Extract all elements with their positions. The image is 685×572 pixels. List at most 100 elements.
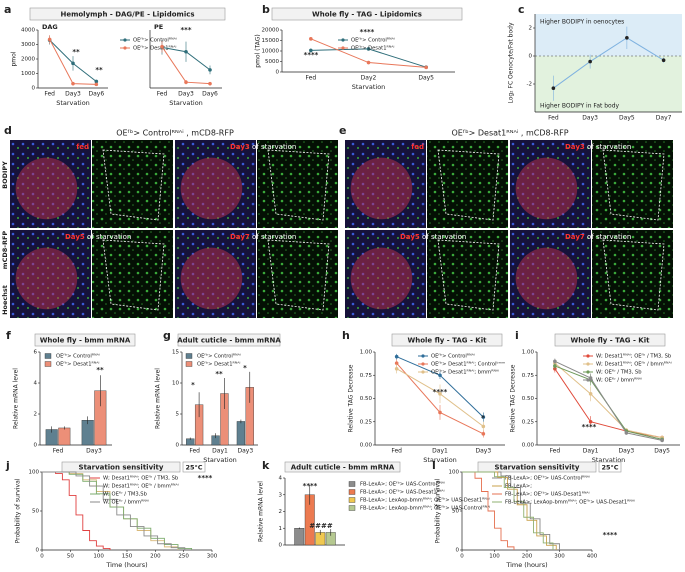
annotation: #### xyxy=(309,522,333,530)
series-line xyxy=(554,360,663,441)
y-axis-label: Log₂ FC Oenocyte/Fat body xyxy=(508,22,515,104)
data-point xyxy=(394,354,399,359)
caption-day: Day7 xyxy=(230,233,250,241)
channel-label: Hoechst xyxy=(1,285,9,315)
tissue-outline xyxy=(602,239,665,311)
bar xyxy=(58,427,71,446)
series-line xyxy=(553,37,664,89)
legend-marker xyxy=(586,370,590,374)
title-box xyxy=(391,333,503,347)
x-tick-label: Fed xyxy=(44,91,55,98)
caption-text: of starvation xyxy=(422,233,466,241)
caption-day: Day3 xyxy=(565,143,585,151)
data-point xyxy=(394,366,399,371)
data-point xyxy=(588,392,593,396)
data-point xyxy=(553,359,557,364)
data-point xyxy=(553,364,557,368)
y-tick-label: 2 xyxy=(279,509,283,515)
annotation: * xyxy=(243,364,247,372)
y-tick-label: 1 xyxy=(279,526,283,532)
y-tick-label: 3000 xyxy=(21,42,35,48)
x-tick-label: Fed xyxy=(157,91,168,98)
y-axis-label: pmol (TAG) xyxy=(255,34,262,67)
title-box xyxy=(554,333,666,347)
x-tick-label: 200 xyxy=(522,554,533,560)
annotation: **** xyxy=(582,423,597,431)
legend-label: OEᶠᵇ> Desat1ᴿᴺᴬⁱ xyxy=(197,362,240,368)
legend-label: FB-LexA>; OEᶠᵇ> UAS-Desat1ᴿᴺᴬⁱ xyxy=(505,492,590,498)
title-box xyxy=(477,461,597,473)
caption-day: Day7 xyxy=(565,233,585,241)
x-tick-label: 250 xyxy=(178,554,189,560)
rfp-signal xyxy=(180,247,243,310)
data-point xyxy=(71,81,75,86)
panel-header: OEᶠᵇ> Desat1ᴿᴺᴬⁱ , mCD8-RFP xyxy=(451,129,568,138)
chart-subtitle: 25°C xyxy=(601,464,618,472)
x-tick-label: Day2 xyxy=(361,75,377,82)
y-tick-label: 10 xyxy=(172,381,179,387)
annotation: ** xyxy=(72,48,80,56)
x-tick-label: Day3 xyxy=(65,91,81,98)
y-tick-label: 0.25 xyxy=(360,419,373,425)
x-axis-label: Starvation xyxy=(592,456,626,464)
legend-marker xyxy=(123,38,127,42)
x-axis-label: Starvation xyxy=(203,456,237,464)
rfp-signal xyxy=(15,157,78,220)
panel-header: OEᶠᵇ> Controlᴿᴺᴬⁱ , mCD8-RFP xyxy=(116,129,234,138)
annotation: **** xyxy=(360,28,375,36)
survival-curve xyxy=(42,471,193,550)
annotation: **** xyxy=(433,388,448,396)
caption-text: of starvation xyxy=(587,143,631,151)
y-tick-label: 0 xyxy=(34,443,38,449)
chart-title: Whole fly - TAG - Kit xyxy=(408,337,488,345)
data-point xyxy=(71,61,75,66)
y-tick-label: 2000 xyxy=(21,57,35,63)
upper-region xyxy=(535,14,682,56)
y-tick-label: 0 xyxy=(279,543,283,549)
data-point xyxy=(438,373,442,378)
legend-label: FB-LexA>; OEᶠᵇ> UAS-Controlᴿᴺᴬⁱ xyxy=(505,476,590,482)
y-tick-label: 0 xyxy=(176,443,180,449)
y-tick-label: 100 xyxy=(449,470,460,476)
channel-label: BODIPY xyxy=(1,161,9,189)
temp-box xyxy=(182,461,206,473)
caption-day: Day5 xyxy=(400,233,420,241)
legend-swatch xyxy=(185,353,193,359)
y-tick-label: 15 xyxy=(172,350,179,356)
legend-marker xyxy=(421,370,425,374)
legend-label: OEᶠᵇ> Desat1ᴿᴺᴬⁱ; bmmᴿᴺᴬⁱ xyxy=(431,370,499,376)
data-point xyxy=(47,37,52,42)
tissue-outline xyxy=(602,149,665,221)
image-caption: Day7 of starvation xyxy=(565,233,631,241)
y-tick-label: 1.00 xyxy=(360,350,373,356)
survival-curve xyxy=(42,471,111,550)
caption-day: fed xyxy=(76,143,89,151)
x-tick-label: Fed xyxy=(548,115,559,122)
panel-label: l xyxy=(432,459,436,472)
legend-label: OEᶠᵇ> Desat1ᴿᴺᴬⁱ xyxy=(351,46,394,52)
bodipy-image xyxy=(427,140,508,228)
caption-text: of starvation xyxy=(252,143,296,151)
y-axis-label: Relative mRNA level xyxy=(155,368,162,429)
y-tick-label: 0.25 xyxy=(522,419,535,425)
y-tick-label: 1000 xyxy=(21,71,35,77)
image-caption: Day3 of starvation xyxy=(565,143,631,151)
y-axis-label: pmol xyxy=(11,51,18,66)
data-point xyxy=(625,36,629,40)
x-axis-label: Starvation xyxy=(56,99,90,107)
x-axis-label: Time (hours) xyxy=(505,561,547,569)
legend-label: FB-LexA>; LexAop-bmmᴿᴺᴬⁱ; OEᶠᵇ> UAS-Cont… xyxy=(360,506,490,512)
y-axis-label: Probability of survival xyxy=(435,478,442,543)
y-axis-label: Relative mRNA level xyxy=(13,368,20,429)
caption-day: Day3 xyxy=(230,143,250,151)
tissue-outline xyxy=(267,239,330,311)
temp-box xyxy=(598,461,622,473)
x-axis-label: Starvation xyxy=(423,456,457,464)
x-tick-label: 100 xyxy=(489,554,500,560)
legend-label: OEᶠᵇ> Controlᴿᴺᴬⁱ xyxy=(56,354,100,360)
panel-label: g xyxy=(163,329,171,342)
y-tick-label: 20000 xyxy=(262,28,280,34)
data-point xyxy=(184,49,188,54)
data-point xyxy=(366,60,371,65)
bodipy-image xyxy=(257,230,338,318)
